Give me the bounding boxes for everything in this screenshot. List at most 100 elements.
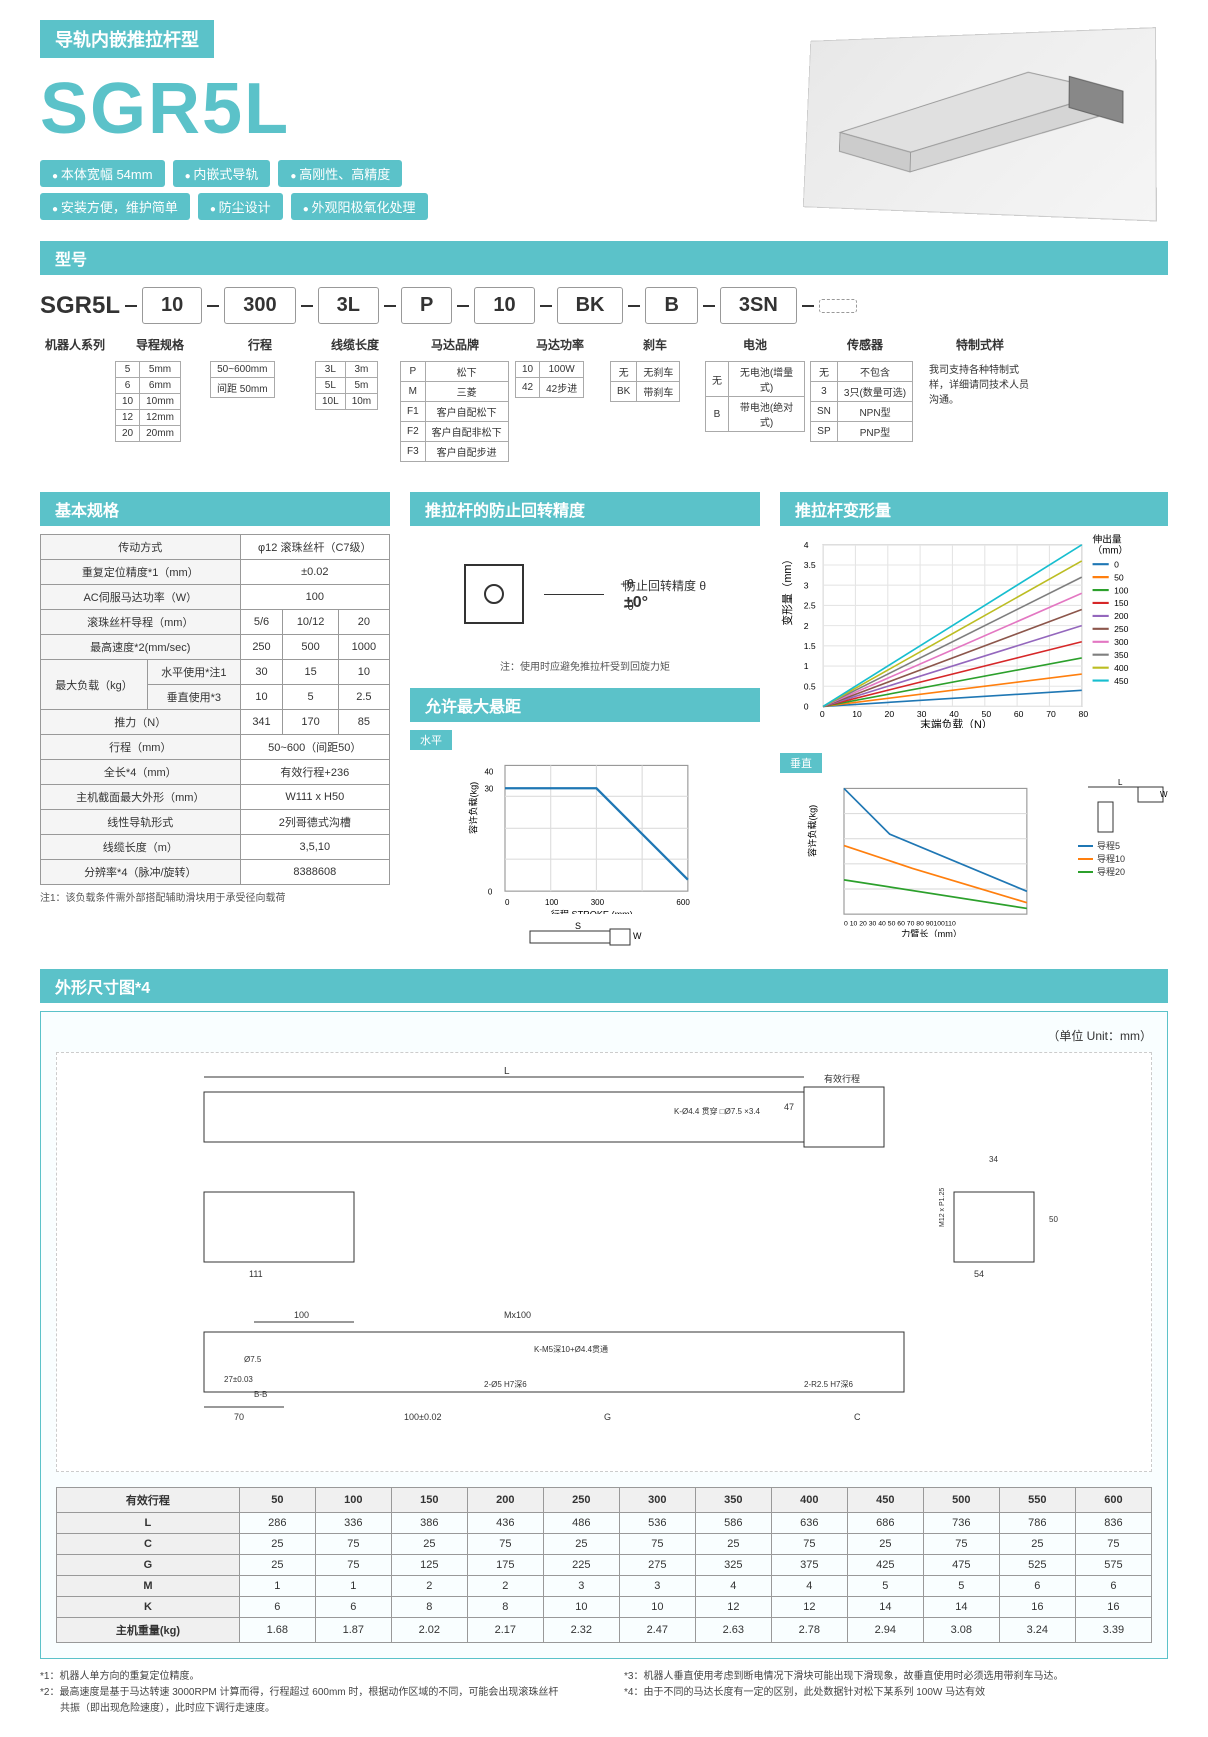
config-col-title: 行程 xyxy=(210,332,310,357)
svg-text:末端负载（N）: 末端负载（N） xyxy=(920,718,992,728)
svg-text:4: 4 xyxy=(804,540,809,550)
svg-text:150: 150 xyxy=(1114,598,1129,608)
rotation-value: ±0° xyxy=(624,594,706,612)
svg-text:350: 350 xyxy=(1114,650,1129,660)
vert-tag: 垂直 xyxy=(780,753,822,773)
svg-text:100: 100 xyxy=(294,1310,309,1320)
config-col-title: 传感器 xyxy=(810,332,920,357)
svg-text:W: W xyxy=(1160,790,1168,799)
section-overhang: 允许最大悬距 xyxy=(410,688,760,722)
model-box: 10 xyxy=(142,287,202,324)
svg-text:80: 80 xyxy=(1079,709,1089,719)
section-deform: 推拉杆变形量 xyxy=(780,492,1168,526)
config-option-table: 无无电池(增量式)B带电池(绝对式) xyxy=(705,361,805,432)
footnotes: *1：机器人单方向的重复定位精度。*2：最高速度是基于马达转速 3000RPM … xyxy=(40,1669,1168,1717)
svg-text:行程 STROKE (mm): 行程 STROKE (mm) xyxy=(551,908,633,914)
product-image xyxy=(803,27,1157,221)
section-model: 型号 xyxy=(40,241,1168,275)
section-basic-spec: 基本规格 xyxy=(40,492,390,526)
svg-text:G: G xyxy=(604,1412,611,1422)
svg-text:B-B: B-B xyxy=(254,1390,267,1399)
model-code-row: SGR5L 10 300 3L P 10 BK B 3SN xyxy=(40,287,1168,324)
model-box: BK xyxy=(557,287,624,324)
config-option-table: 无无刹车BK带刹车 xyxy=(610,361,680,402)
tags-row-1: 本体宽幅 54mm内嵌式导轨高刚性、高精度 xyxy=(40,160,768,187)
config-col-title: 导程规格 xyxy=(115,332,205,357)
rotation-note: 注：使用时应避免推拉杆受到回旋力矩 xyxy=(410,658,760,673)
feature-tag: 本体宽幅 54mm xyxy=(40,160,165,187)
config-col-title: 特制式样 xyxy=(925,332,1035,357)
svg-text:K-M5深10+Ø4.4贯通: K-M5深10+Ø4.4贯通 xyxy=(534,1344,608,1354)
svg-text:34: 34 xyxy=(989,1155,998,1164)
model-box: 10 xyxy=(474,287,534,324)
svg-text:100±0.02: 100±0.02 xyxy=(404,1412,441,1422)
svg-text:0 10 20 30 40 50 60 70 80 9010: 0 10 20 30 40 50 60 70 80 90100110 xyxy=(844,921,956,928)
config-option-table: P松下M三菱F1客户自配松下F2客户自配非松下F3客户自配步进 xyxy=(400,361,509,462)
series-label: 机器人系列 xyxy=(40,332,110,357)
svg-text:54: 54 xyxy=(974,1269,984,1279)
svg-text:S: S xyxy=(575,921,581,931)
svg-text:有效行程: 有效行程 xyxy=(824,1073,860,1084)
model-box: 300 xyxy=(224,287,295,324)
model-box-custom xyxy=(819,299,857,313)
svg-text:K-Ø4.4 贯穿 □Ø7.5 ×3.4: K-Ø4.4 贯穿 □Ø7.5 ×3.4 xyxy=(674,1106,761,1116)
svg-text:1: 1 xyxy=(804,661,809,671)
svg-text:伸出量: 伸出量 xyxy=(1093,534,1122,546)
svg-text:10: 10 xyxy=(852,709,862,719)
model-title: SGR5L xyxy=(40,68,768,150)
svg-text:L: L xyxy=(1118,778,1123,787)
deform-chart: 01020304050607080 00.511.522.533.54 变形量（… xyxy=(780,534,1168,728)
rotation-diagram: +θ -θ 防止回转精度 θ ±0° xyxy=(410,534,760,654)
svg-text:2-Ø5 H7深6: 2-Ø5 H7深6 xyxy=(484,1380,527,1389)
svg-text:0: 0 xyxy=(505,898,510,907)
feature-tag: 高刚性、高精度 xyxy=(278,160,402,187)
svg-text:200: 200 xyxy=(1114,611,1129,621)
feature-tag: 安装方便，维护简单 xyxy=(40,193,190,220)
svg-text:111: 111 xyxy=(249,1269,263,1279)
svg-text:2: 2 xyxy=(804,621,809,631)
svg-text:Ø7.5: Ø7.5 xyxy=(244,1355,262,1364)
vert-chart: 容许负载(kg) 力臂长（mm） 0 10 20 30 40 50 60 70 … xyxy=(780,777,1068,937)
svg-text:50: 50 xyxy=(1049,1215,1058,1224)
svg-text:47: 47 xyxy=(784,1102,794,1112)
config-col-title: 线缆长度 xyxy=(315,332,395,357)
svg-text:W: W xyxy=(633,931,642,941)
tags-row-2: 安装方便，维护简单防尘设计外观阳极氧化处理 xyxy=(40,193,768,220)
svg-text:300: 300 xyxy=(591,898,605,907)
svg-text:20: 20 xyxy=(885,709,895,719)
svg-text:250: 250 xyxy=(1114,624,1129,634)
config-columns: 机器人系列 导程规格55mm66mm1010mm1212mm2020mm行程50… xyxy=(40,332,1168,462)
svg-text:3: 3 xyxy=(804,580,809,590)
svg-text:1.5: 1.5 xyxy=(804,641,816,651)
svg-text:450: 450 xyxy=(1114,676,1129,686)
config-note: 我司支持各种特制式样，详细请同技术人员沟通。 xyxy=(925,357,1035,410)
svg-text:3.5: 3.5 xyxy=(804,560,816,570)
svg-text:30: 30 xyxy=(484,785,493,794)
config-option-table: 55mm66mm1010mm1212mm2020mm xyxy=(115,361,181,442)
svg-text:0: 0 xyxy=(820,709,825,719)
svg-text:30: 30 xyxy=(917,709,927,719)
svg-text:（mm）: （mm） xyxy=(1093,544,1129,556)
config-option-table: 3L3m5L5m10L10m xyxy=(315,361,378,410)
spec-note: 注1：该负载条件需外部搭配辅助滑块用于承受径向载荷 xyxy=(40,889,390,904)
config-option-table: 10100W4242步进 xyxy=(515,361,584,398)
svg-text:Mx100: Mx100 xyxy=(504,1310,531,1320)
svg-text:100: 100 xyxy=(1114,585,1129,595)
section-rotation: 推拉杆的防止回转精度 xyxy=(410,492,760,526)
model-box: 3SN xyxy=(720,287,797,324)
rotation-label: 防止回转精度 θ xyxy=(624,577,706,594)
svg-text:40: 40 xyxy=(484,768,493,777)
svg-text:100: 100 xyxy=(545,898,559,907)
svg-text:50: 50 xyxy=(982,709,992,719)
svg-text:0: 0 xyxy=(1114,559,1119,569)
svg-text:2-R2.5 H7深6: 2-R2.5 H7深6 xyxy=(804,1380,853,1389)
dimension-drawing: L 有效行程 54 111 100 Mx100 70 100±0.02 G C … xyxy=(56,1052,1152,1472)
dimension-table: 有效行程50100150200250300350400450500550600L… xyxy=(56,1487,1152,1643)
svg-text:0: 0 xyxy=(488,888,493,897)
svg-text:2.5: 2.5 xyxy=(804,601,816,611)
config-col-title: 电池 xyxy=(705,332,805,357)
svg-text:600: 600 xyxy=(676,898,690,907)
svg-text:60: 60 xyxy=(1014,709,1024,719)
config-col-title: 刹车 xyxy=(610,332,700,357)
horiz-tag: 水平 xyxy=(410,730,452,750)
